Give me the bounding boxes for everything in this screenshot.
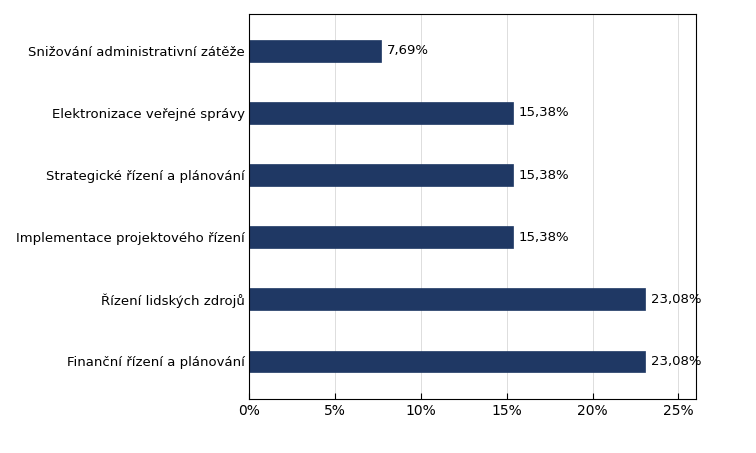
Text: 15,38%: 15,38% [519, 231, 569, 244]
Text: 23,08%: 23,08% [651, 293, 701, 306]
Text: 23,08%: 23,08% [651, 355, 701, 368]
Bar [249, 226, 513, 248]
Bar [249, 351, 646, 372]
Text: 15,38%: 15,38% [519, 106, 569, 120]
Text: 7,69%: 7,69% [386, 44, 429, 58]
Bar [249, 289, 646, 310]
Bar [249, 164, 513, 186]
Text: 15,38%: 15,38% [519, 169, 569, 182]
Bar [249, 40, 382, 62]
Bar [249, 102, 513, 124]
